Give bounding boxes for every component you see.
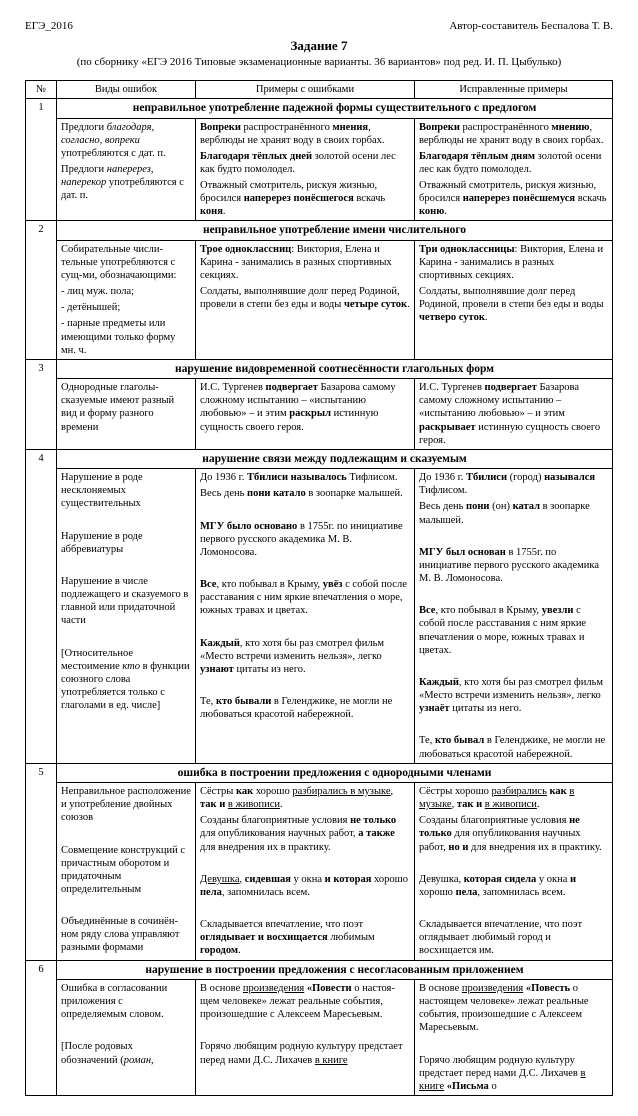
section-title: нарушение в построении предложения с нес…	[57, 960, 613, 979]
cell-corrected: Три одноклассницы: Виктория, Елена и Кар…	[415, 240, 613, 359]
cell-errors: В основе произведения «Повести о настоя­…	[196, 979, 415, 1095]
page-subtitle: (по сборнику «ЕГЭ 2016 Типовые экзаменац…	[25, 56, 613, 68]
table-header-row: № Виды ошибок Примеры с ошибками Исправл…	[26, 81, 613, 99]
content-row: Предлоги благодаря, согласно, вопреки уп…	[26, 118, 613, 221]
cell-corrected: Сёстры хорошо разбирались как в музыке, …	[415, 783, 613, 961]
section-row: 4нарушение связи между подлежащим и сказ…	[26, 449, 613, 468]
row-num: 1	[26, 99, 57, 221]
cell-types: Однородные глаголы-сказуемые имеют разны…	[57, 379, 196, 450]
row-num: 4	[26, 449, 57, 763]
cell-types: Неправильное расположение и употребление…	[57, 783, 196, 961]
header-col2: Примеры с ошибками	[196, 81, 415, 99]
cell-corrected: До 1936 г. Тбилиси (город) назывался Тиф…	[415, 469, 613, 764]
cell-types: Ошибка в согласовании приложения с опред…	[57, 979, 196, 1095]
header-num: №	[26, 81, 57, 99]
content-row: Однородные глаголы-сказуемые имеют разны…	[26, 379, 613, 450]
section-title: нарушение видовременной соотнесённости г…	[57, 359, 613, 378]
section-title: нарушение связи между подлежащим и сказу…	[57, 449, 613, 468]
row-num: 3	[26, 359, 57, 449]
row-num: 2	[26, 221, 57, 359]
section-title: неправильное употребление имени числител…	[57, 221, 613, 240]
main-table: № Виды ошибок Примеры с ошибками Исправл…	[25, 80, 613, 1096]
section-row: 2неправильное употребление имени числите…	[26, 221, 613, 240]
cell-types: Нарушение в роде несклоняемых существите…	[57, 469, 196, 764]
header-col1: Виды ошибок	[57, 81, 196, 99]
section-title: неправильное употребление падежной формы…	[57, 99, 613, 118]
cell-corrected: Вопреки распространённого мнению, верблю…	[415, 118, 613, 221]
cell-types: Предлоги благодаря, согласно, вопреки уп…	[57, 118, 196, 221]
table-body: 1неправильное употребление падежной форм…	[26, 99, 613, 1096]
row-num: 5	[26, 763, 57, 960]
cell-errors: Сёстры как хорошо разбирались в музыке, …	[196, 783, 415, 961]
cell-errors: И.С. Тургенев подвергает Базарова самому…	[196, 379, 415, 450]
doc-author: Автор-составитель Беспалова Т. В.	[449, 20, 613, 32]
cell-errors: До 1936 г. Тбилиси называлось Тифлисом.В…	[196, 469, 415, 764]
content-row: Нарушение в роде несклоняемых существите…	[26, 469, 613, 764]
cell-errors: Вопреки распространённого мнения, верблю…	[196, 118, 415, 221]
cell-types: Собирательные числи­тельные употребляютс…	[57, 240, 196, 359]
section-row: 3нарушение видовременной соотнесённости …	[26, 359, 613, 378]
section-title: ошибка в построении предложения с одноро…	[57, 763, 613, 782]
cell-errors: Трое одноклассниц: Виктория, Елена и Кар…	[196, 240, 415, 359]
doc-source: ЕГЭ_2016	[25, 20, 73, 32]
content-row: Неправильное расположение и употребление…	[26, 783, 613, 961]
header-col3: Исправленные примеры	[415, 81, 613, 99]
content-row: Ошибка в согласовании приложения с опред…	[26, 979, 613, 1095]
page-title: Задание 7	[25, 38, 613, 54]
row-num: 6	[26, 960, 57, 1095]
section-row: 1неправильное употребление падежной форм…	[26, 99, 613, 118]
content-row: Собирательные числи­тельные употребляютс…	[26, 240, 613, 359]
section-row: 6нарушение в построении предложения с не…	[26, 960, 613, 979]
cell-corrected: В основе произведения «Повесть о настоящ…	[415, 979, 613, 1095]
cell-corrected: И.С. Тургенев подвергает Базарова самому…	[415, 379, 613, 450]
section-row: 5ошибка в построении предложения с однор…	[26, 763, 613, 782]
